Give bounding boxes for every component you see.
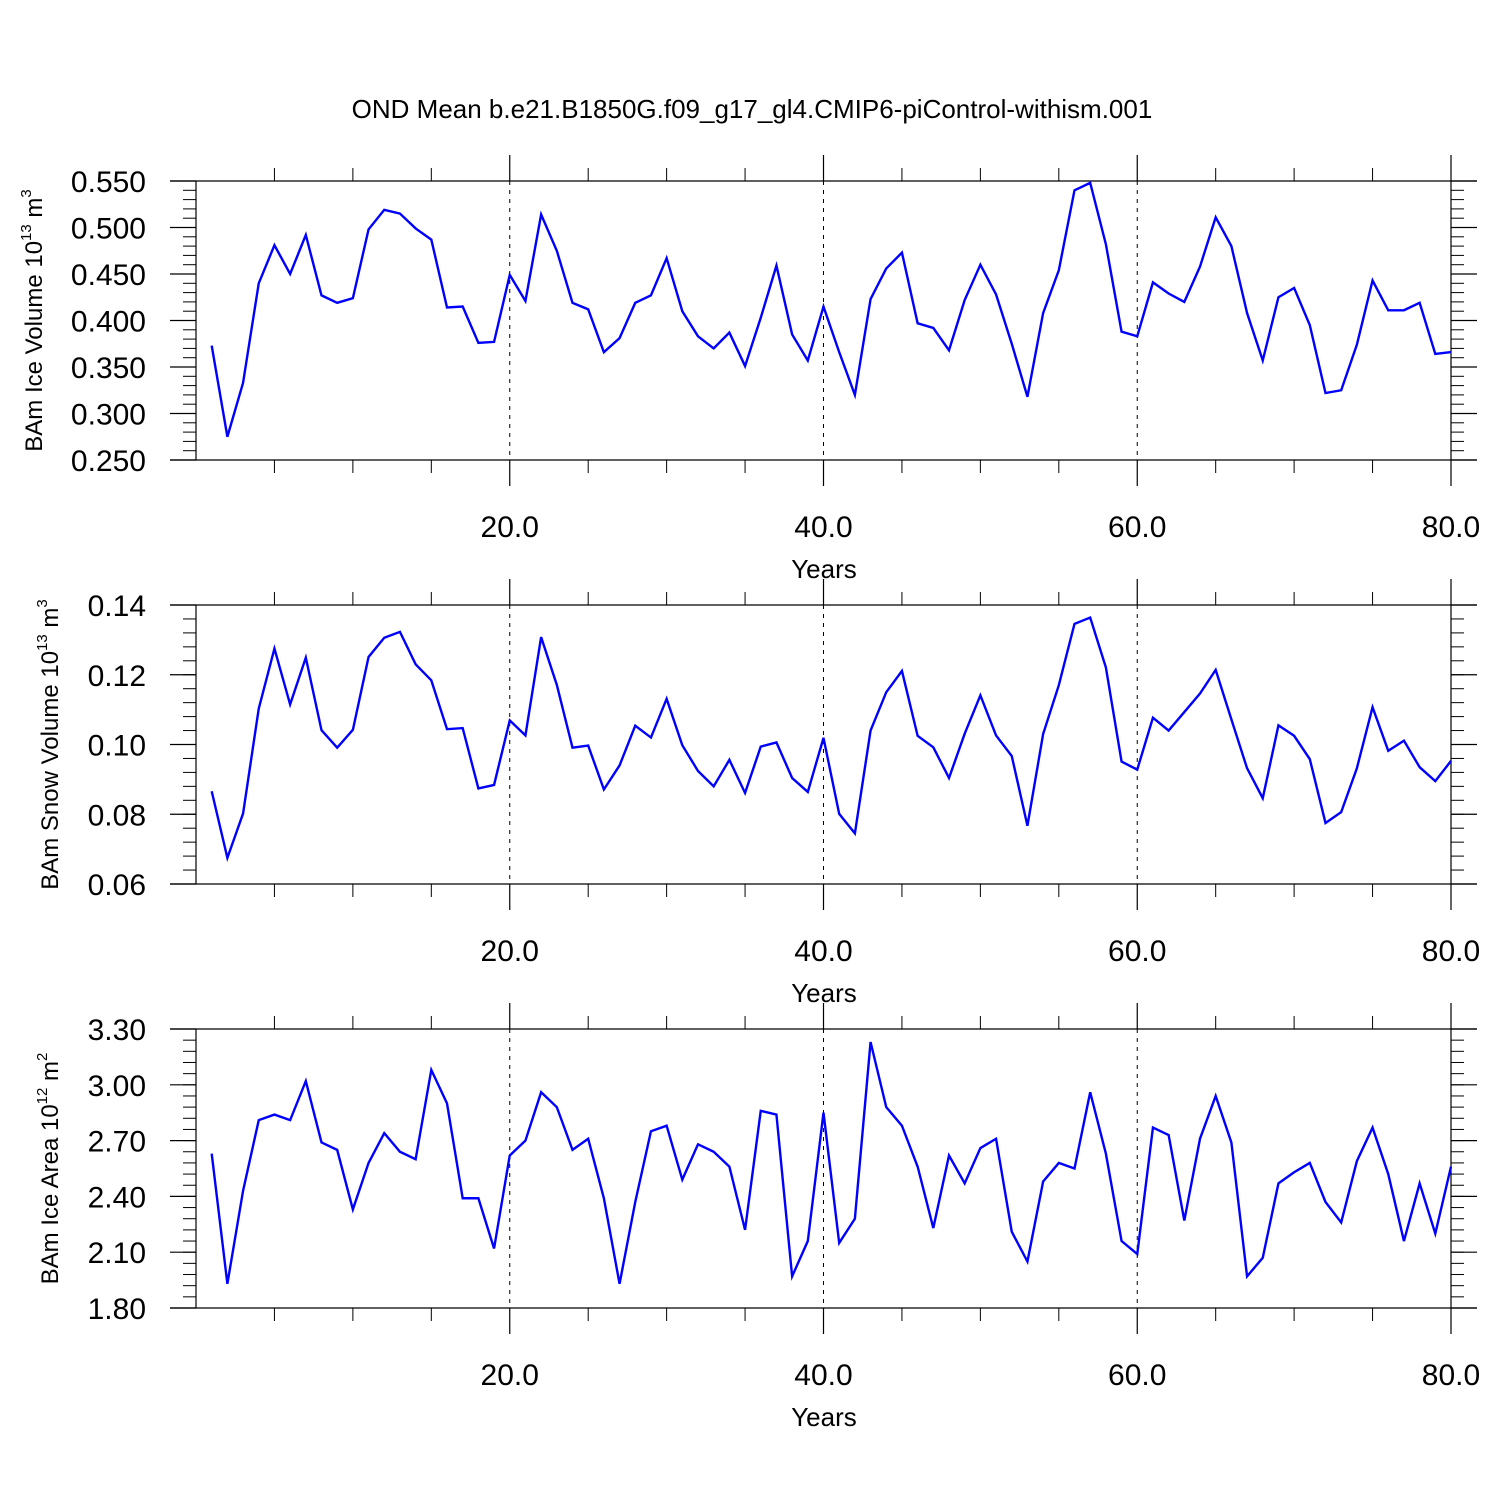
ytick-label: 0.550 <box>71 166 146 199</box>
xtick-label: 20.0 <box>481 1359 539 1392</box>
xtick-label: 80.0 <box>1422 935 1480 968</box>
chart-panel-3: 1.80 2.10 2.40 2.70 3.00 3.30 20.0 40.0 60.0 80.0… <box>34 1003 1480 1432</box>
xtick-label: 20.0 <box>481 935 539 968</box>
xtick-label: 60.0 <box>1108 935 1166 968</box>
series-line-1 <box>210 181 1452 438</box>
y-axis-title: BAm Ice Area 1012 m2 <box>34 1053 64 1285</box>
chart-panel-1: 0.250 0.300 0.350 0.400 0.450 0.500 0.550 20.0 4… <box>18 155 1480 584</box>
ytick-label: 3.00 <box>88 1070 146 1103</box>
ytick-label: 0.10 <box>88 730 146 763</box>
xtick-label: 80.0 <box>1422 511 1480 544</box>
ytick-label: 0.450 <box>71 259 146 292</box>
ytick-label: 0.300 <box>71 399 146 432</box>
xtick-label: 40.0 <box>794 511 852 544</box>
y-axis-title: BAm Snow Volume 1013 m3 <box>34 599 64 890</box>
xtick-label: 40.0 <box>794 935 852 968</box>
series-line-1 <box>210 1041 1453 1285</box>
xtick-label: 60.0 <box>1108 511 1166 544</box>
ytick-label: 0.06 <box>88 869 146 902</box>
ytick-label: 0.500 <box>71 213 146 246</box>
ytick-label: 1.80 <box>88 1293 146 1326</box>
figure-title: OND Mean b.e21.B1850G.f09_g17_gl4.CMIP6-… <box>352 94 1153 124</box>
xtick-label: 20.0 <box>481 511 539 544</box>
ytick-label: 3.30 <box>88 1014 146 1047</box>
ytick-label: 0.250 <box>71 445 146 478</box>
ytick-label: 0.12 <box>88 660 146 693</box>
ytick-label: 2.40 <box>88 1181 146 1214</box>
ytick-label: 0.08 <box>88 799 146 832</box>
series-line-1 <box>210 615 1452 863</box>
y-axis-title: BAm Ice Volume 1013 m3 <box>18 189 48 451</box>
panels-container: 0.250 0.300 0.350 0.400 0.450 0.500 0.550 20.0 4… <box>18 155 1480 1432</box>
ytick-label: 0.400 <box>71 306 146 339</box>
ytick-label: 0.350 <box>71 352 146 385</box>
xtick-label: 80.0 <box>1422 1359 1480 1392</box>
xtick-label: 60.0 <box>1108 1359 1166 1392</box>
ytick-label: 0.14 <box>88 590 146 623</box>
ytick-label: 2.70 <box>88 1126 146 1159</box>
ytick-label: 2.10 <box>88 1237 146 1270</box>
x-axis-title: Years <box>791 1402 857 1432</box>
xtick-label: 40.0 <box>794 1359 852 1392</box>
